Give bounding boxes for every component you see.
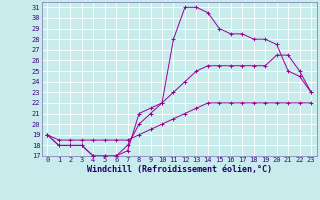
X-axis label: Windchill (Refroidissement éolien,°C): Windchill (Refroidissement éolien,°C)	[87, 165, 272, 174]
